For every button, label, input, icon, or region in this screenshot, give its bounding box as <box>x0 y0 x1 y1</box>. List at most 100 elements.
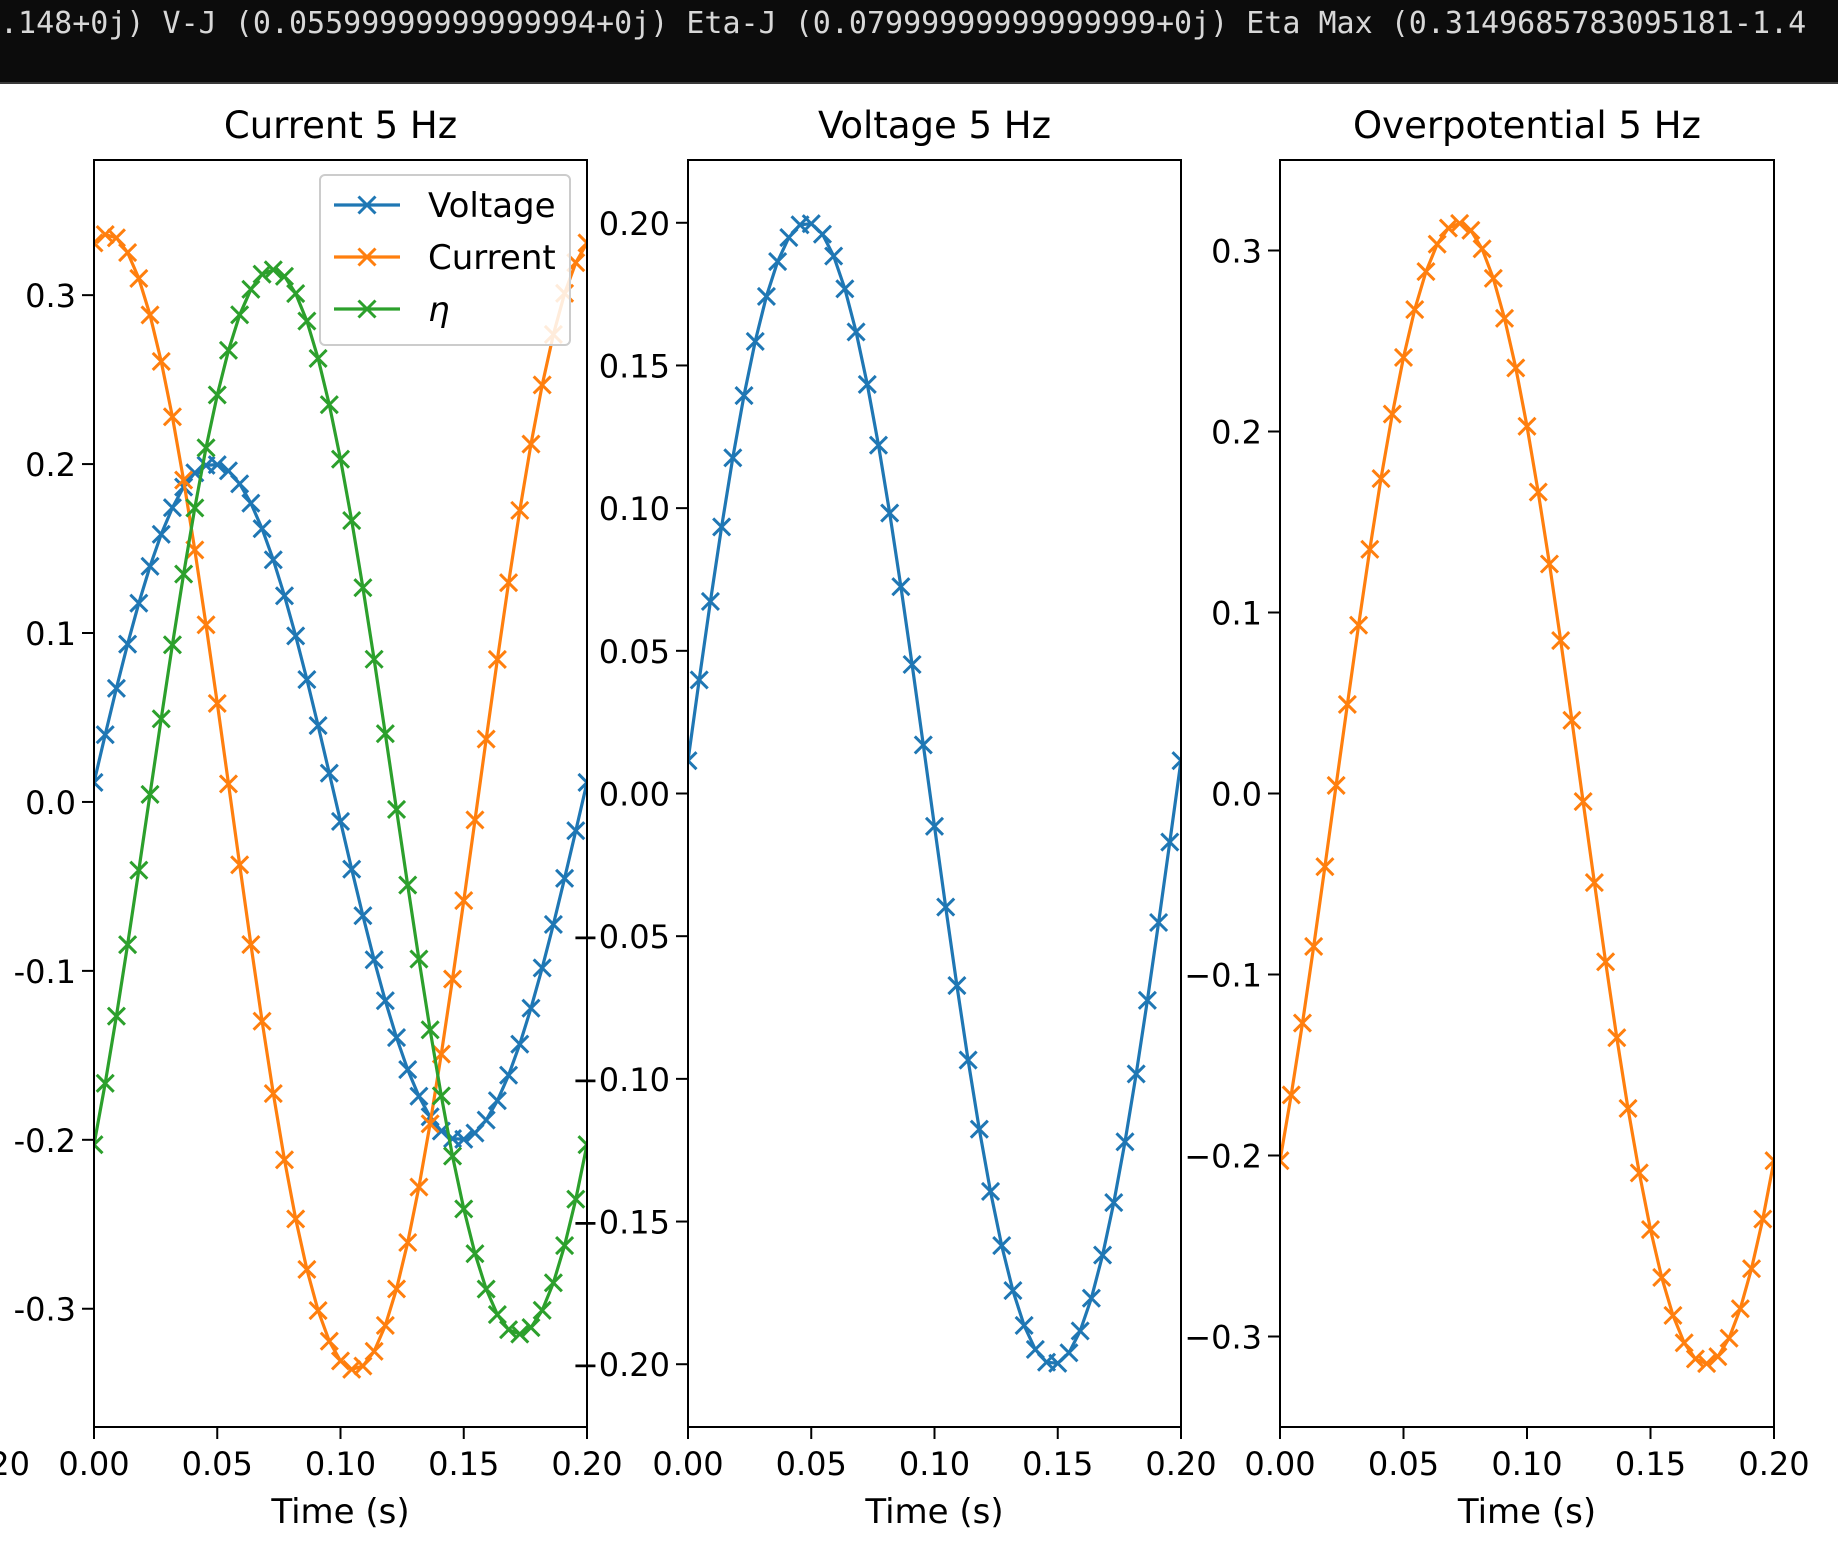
data-point-overpotential-5-hz <box>1506 358 1526 378</box>
data-point-series <box>476 1279 496 1299</box>
data-point-voltage <box>499 1065 519 1085</box>
data-point-overpotential-5-hz <box>1360 539 1380 559</box>
data-point-overpotential-5-hz <box>1562 710 1582 730</box>
data-point-series <box>252 264 272 284</box>
series-group <box>1280 213 1774 1374</box>
data-point-current <box>308 1300 328 1321</box>
y-tick-label: 0.05 <box>599 633 670 671</box>
data-point-voltage <box>263 550 283 570</box>
data-point-overpotential-5-hz <box>1326 775 1346 796</box>
data-point-voltage-5-hz <box>1160 832 1180 852</box>
data-point-overpotential-5-hz <box>1528 482 1548 502</box>
x-tick-label: 0.20 <box>1145 1445 1216 1483</box>
data-point-voltage <box>543 914 563 934</box>
data-point-voltage <box>566 821 586 841</box>
data-point-overpotential-5-hz <box>1551 631 1571 651</box>
x-tick-label: 0.00 <box>652 1445 723 1483</box>
y-tick-label: −0.3 <box>1184 1319 1262 1357</box>
y-tick-label: -0.1 <box>14 953 76 991</box>
data-point-overpotential-5-hz <box>1427 234 1447 254</box>
data-point-current <box>465 810 485 830</box>
data-point-voltage <box>476 1110 496 1130</box>
y-tick-label: 0.2 <box>25 446 76 484</box>
data-point-series <box>510 1324 530 1344</box>
data-point-voltage-5-hz <box>958 1050 978 1070</box>
data-point-series <box>342 511 362 531</box>
data-point-voltage <box>252 519 272 539</box>
y-tick-label: 0.0 <box>25 784 76 822</box>
legend-marker <box>357 299 377 319</box>
data-point-voltage <box>151 524 171 544</box>
data-point-series <box>297 311 317 331</box>
data-point-voltage <box>286 626 306 646</box>
y-tick-label: 0.3 <box>25 277 76 315</box>
data-point-voltage-5-hz <box>969 1119 989 1139</box>
y-tick-label: −0.15 <box>572 1204 670 1242</box>
data-point-series <box>364 649 384 669</box>
legend-label: η <box>428 290 450 330</box>
x-tick-label: 0.10 <box>899 1445 970 1483</box>
data-point-overpotential-5-hz <box>1663 1305 1683 1325</box>
data-point-series <box>487 1305 507 1325</box>
data-point-overpotential-5-hz <box>1629 1163 1649 1183</box>
data-point-voltage-5-hz <box>1014 1315 1034 1335</box>
data-point-series <box>409 949 429 969</box>
data-point-voltage <box>386 1027 407 1048</box>
data-point-current <box>129 268 149 288</box>
data-point-voltage-5-hz <box>745 331 765 351</box>
data-point-current <box>241 934 261 955</box>
data-point-series <box>230 305 250 325</box>
data-point-series <box>174 564 194 584</box>
data-point-overpotential-5-hz <box>1618 1098 1638 1119</box>
y-tick-label: 0.1 <box>25 615 76 653</box>
data-point-voltage-5-hz <box>868 435 889 455</box>
data-point-current <box>330 1351 351 1371</box>
data-point-current <box>319 1331 339 1351</box>
data-point-voltage <box>454 1129 474 1149</box>
data-point-voltage-5-hz <box>1149 912 1169 933</box>
y-tick-label: −0.10 <box>572 1061 670 1099</box>
data-point-voltage-5-hz <box>902 654 922 675</box>
chart-overpotential-5hz: Overpotential 5 Hz 0.00 0.05 0.10 0.15 0.20 −0… <box>1184 104 1809 1532</box>
data-point-voltage-5-hz <box>891 577 911 597</box>
data-point-current <box>409 1177 429 1197</box>
data-point-current <box>140 305 160 325</box>
data-point-voltage <box>364 950 384 970</box>
series-group <box>688 214 1181 1373</box>
x-tick-label: 0.05 <box>776 1445 847 1483</box>
data-point-voltage-5-hz <box>913 735 933 755</box>
data-point-voltage <box>510 1034 530 1054</box>
data-point-voltage-5-hz <box>700 591 720 612</box>
data-point-current <box>510 500 530 520</box>
data-point-voltage <box>94 772 104 793</box>
data-point-overpotential-5-hz <box>1741 1259 1762 1279</box>
data-point-overpotential-5-hz <box>1719 1328 1739 1348</box>
y-tick-label: 0.0 <box>1211 776 1262 814</box>
data-point-series <box>286 283 306 304</box>
data-point-current <box>274 1150 295 1170</box>
legend-marker <box>357 247 377 267</box>
data-point-voltage-5-hz <box>880 503 900 523</box>
data-point-series <box>386 799 407 820</box>
y-tick-label: −0.2 <box>1184 1138 1262 1176</box>
data-point-voltage-5-hz <box>1126 1064 1146 1084</box>
data-point-voltage <box>521 998 541 1018</box>
data-point-overpotential-5-hz <box>1640 1220 1661 1240</box>
x-axis-label: Time (s) <box>270 1492 409 1532</box>
data-point-voltage-5-hz <box>1171 751 1181 771</box>
data-point-series <box>274 266 295 286</box>
y-tick-label: 0.20 <box>599 205 670 243</box>
data-point-voltage <box>409 1086 429 1106</box>
data-point-voltage-5-hz <box>1059 1343 1079 1363</box>
data-point-voltage <box>398 1060 418 1080</box>
x-axis-label: Time (s) <box>864 1492 1003 1532</box>
data-point-current <box>118 242 138 263</box>
data-point-overpotential-5-hz <box>1461 220 1481 240</box>
data-point-current <box>476 729 496 749</box>
data-point-overpotential-5-hz <box>1280 1151 1290 1171</box>
data-point-voltage <box>241 493 261 513</box>
terminal-output-bar: .148+0j) V-J (0.05599999999999994+0j) Et… <box>0 0 1838 84</box>
data-point-overpotential-5-hz <box>1292 1013 1313 1033</box>
y-tick-label: 0.15 <box>599 347 670 385</box>
data-point-series <box>263 260 283 280</box>
